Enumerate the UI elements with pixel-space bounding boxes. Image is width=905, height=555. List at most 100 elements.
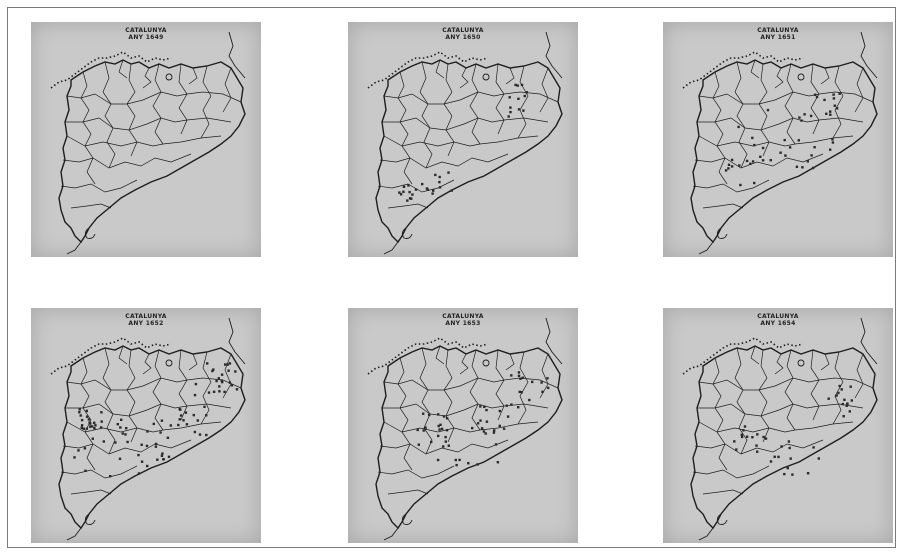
comarca-border xyxy=(495,63,505,135)
occurrence-dot xyxy=(742,429,745,432)
occurrence-dot xyxy=(434,173,437,177)
comarca-border xyxy=(379,153,509,169)
occurrence-dot xyxy=(447,171,450,174)
occurrence-dot xyxy=(787,440,791,443)
occurrence-dot xyxy=(835,107,839,110)
figure-frame: CATALUNYA ANY 1649 CATALUNYA ANY 1650 CA… xyxy=(7,7,896,548)
comarca-border xyxy=(188,353,198,371)
occurrence-dot xyxy=(505,404,508,407)
occurrence-dot xyxy=(85,427,89,430)
comarca-border xyxy=(784,349,796,431)
occurrence-dot xyxy=(517,406,520,409)
occurrence-dot xyxy=(777,455,780,459)
map-panel-1651: CATALUNYA ANY 1651 xyxy=(663,22,893,257)
occurrence-dot xyxy=(483,405,486,408)
occurrence-dot xyxy=(798,116,801,119)
occurrence-dot xyxy=(91,437,94,440)
comarca-border xyxy=(810,349,820,421)
occurrence-dot xyxy=(817,457,820,460)
occurrence-dot xyxy=(815,95,819,99)
occurrence-dot xyxy=(735,448,738,451)
occurrence-dot xyxy=(430,440,433,444)
occurrence-dot xyxy=(212,390,216,393)
comarca-border xyxy=(379,439,509,455)
occurrence-dot xyxy=(506,415,510,418)
occurrence-dot xyxy=(517,374,521,377)
comarca-border xyxy=(70,489,112,495)
map-region-label: CATALUNYA xyxy=(757,313,799,320)
occurrence-dot xyxy=(850,399,853,402)
map-year-label: ANY 1651 xyxy=(760,34,796,41)
andorra-circle xyxy=(482,73,490,81)
occurrence-dot xyxy=(784,154,787,157)
comarca-border xyxy=(698,135,854,147)
north-dotted-border xyxy=(367,337,489,375)
occurrence-dot xyxy=(810,154,813,157)
comarca-border xyxy=(539,67,549,113)
occurrence-dot xyxy=(215,379,218,383)
occurrence-dot xyxy=(78,408,81,411)
occurrence-dot xyxy=(431,192,434,195)
occurrence-dot xyxy=(438,180,441,184)
occurrence-dot xyxy=(84,469,87,472)
occurrence-dot xyxy=(727,163,731,166)
occurrence-dot xyxy=(205,414,208,417)
map-panel-1653: CATALUNYA ANY 1653 xyxy=(348,308,578,543)
comarca-border xyxy=(734,347,748,455)
occurrence-dot xyxy=(493,429,496,432)
comarca-border xyxy=(397,357,413,471)
occurrence-dot xyxy=(832,97,836,100)
comarca-border xyxy=(80,71,96,185)
occurrence-dot xyxy=(402,185,406,188)
occurrence-dot xyxy=(829,113,832,116)
occurrence-dot xyxy=(437,413,440,416)
occurrence-dot xyxy=(192,413,195,417)
comarca-border xyxy=(383,135,539,147)
occurrence-dot xyxy=(756,433,759,436)
occurrence-dot xyxy=(848,410,851,413)
occurrence-dot xyxy=(167,455,171,458)
comarca-border xyxy=(692,179,770,193)
ebro-delta xyxy=(716,513,728,525)
occurrence-dot xyxy=(841,402,844,406)
map-panel-1654: CATALUNYA ANY 1654 xyxy=(663,308,893,543)
north-east-coastline xyxy=(228,317,246,365)
occurrence-dot xyxy=(126,440,129,444)
occurrence-dot xyxy=(221,380,224,384)
occurrence-dot xyxy=(745,159,749,163)
occurrence-dot xyxy=(523,94,526,98)
occurrence-dot xyxy=(211,369,214,373)
catalonia-map xyxy=(367,31,563,255)
occurrence-dot xyxy=(788,446,791,450)
occurrence-dot xyxy=(124,433,127,436)
comarca-border xyxy=(697,403,864,417)
comarca-border xyxy=(118,59,128,79)
comarca-border xyxy=(126,349,138,443)
occurrence-dot xyxy=(730,158,734,162)
occurrence-dot xyxy=(518,390,521,394)
occurrence-dot xyxy=(177,423,180,427)
occurrence-dot xyxy=(109,475,112,478)
occurrence-dot xyxy=(445,417,449,420)
occurrence-dot xyxy=(496,461,500,464)
occurrence-dot xyxy=(498,424,501,428)
comarca-border xyxy=(383,421,539,433)
comarca-border xyxy=(80,357,96,471)
map-title: CATALUNYA ANY 1650 xyxy=(348,27,578,41)
occurrence-dot xyxy=(508,96,511,99)
occurrence-dot xyxy=(520,391,523,394)
comarca-border xyxy=(178,63,188,135)
occurrence-dot xyxy=(160,419,164,422)
occurrence-dot xyxy=(762,435,765,439)
occurrence-dot xyxy=(846,403,849,406)
occurrence-dot xyxy=(510,374,513,377)
comarca-border xyxy=(854,353,864,399)
occurrence-dot xyxy=(91,425,94,428)
occurrence-dot xyxy=(235,388,239,391)
occurrence-dot xyxy=(436,458,440,462)
comarca-border xyxy=(459,353,469,375)
ebro-delta xyxy=(401,227,413,239)
occurrence-dot xyxy=(218,390,221,393)
occurrence-dot xyxy=(476,463,479,466)
comarca-border xyxy=(774,67,784,89)
